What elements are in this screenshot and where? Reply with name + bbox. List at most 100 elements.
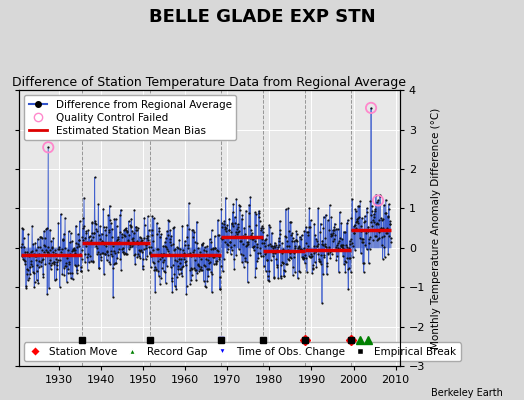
Point [294,245,302,251]
Point [92,226,100,232]
Point [191,239,199,246]
Point [330,227,338,234]
Point [348,240,357,246]
Point [236,250,245,257]
Point [376,193,385,199]
Point [107,220,115,226]
Point [150,260,158,266]
Point [323,271,331,278]
Point [313,240,322,247]
Point [242,243,250,249]
Point [204,253,213,259]
Point [303,268,311,275]
Point [173,244,182,251]
Point [248,243,257,250]
Point [375,235,384,241]
Point [101,227,109,234]
Point [372,220,380,227]
Point [280,273,289,279]
Point [116,256,125,262]
Point [172,251,180,258]
Point [361,242,369,248]
Point [113,255,122,262]
Point [82,228,90,234]
Point [66,239,74,246]
Point [27,248,35,255]
Point [283,238,291,244]
Point [380,243,389,250]
Point [66,251,74,257]
Point [301,260,309,266]
Point [135,240,143,246]
Point [72,270,81,276]
Point [33,267,41,274]
Point [353,216,361,222]
Point [157,275,166,281]
Point [68,248,76,254]
Point [133,238,141,244]
Point [335,234,344,241]
Point [253,244,261,250]
Point [209,254,217,260]
Point [204,266,213,272]
Point [258,224,267,231]
Point [212,258,220,264]
Point [131,261,139,268]
Point [125,242,134,248]
Point [27,261,35,268]
Point [24,266,32,273]
Point [201,283,210,290]
Point [32,253,40,259]
Point [209,245,217,251]
Point [305,224,313,230]
Point [308,252,316,259]
Point [210,254,219,261]
Point [120,227,128,234]
Point [168,278,176,284]
Point [181,258,190,265]
Point [149,238,157,245]
Point [244,238,253,245]
Point [317,261,325,268]
Point [46,226,54,233]
Point [332,226,340,233]
Point [115,238,124,245]
Point [171,246,180,252]
Point [44,144,52,150]
Point [354,215,362,221]
Point [279,260,288,266]
Point [83,267,92,273]
Point [86,238,95,245]
Point [79,237,87,244]
Point [250,238,259,244]
Point [185,225,193,232]
Point [255,218,264,224]
Point [178,264,186,270]
Point [58,252,66,258]
Point [168,289,177,295]
Point [324,244,333,250]
Point [231,214,239,220]
Point [174,262,182,269]
Point [145,227,153,233]
Point [62,260,71,266]
Point [148,232,156,238]
Point [211,245,220,252]
Point [94,240,102,246]
Point [282,206,290,212]
Point [338,236,346,242]
Point [270,239,279,246]
Point [378,242,386,248]
Point [163,246,172,252]
Point [321,235,330,241]
Point [367,218,376,225]
Point [140,214,148,221]
Point [193,270,201,276]
Point [307,254,315,260]
Point [51,247,59,254]
Point [113,237,121,243]
Point [35,250,43,257]
Point [192,240,201,246]
Point [378,256,387,262]
Point [215,256,224,262]
